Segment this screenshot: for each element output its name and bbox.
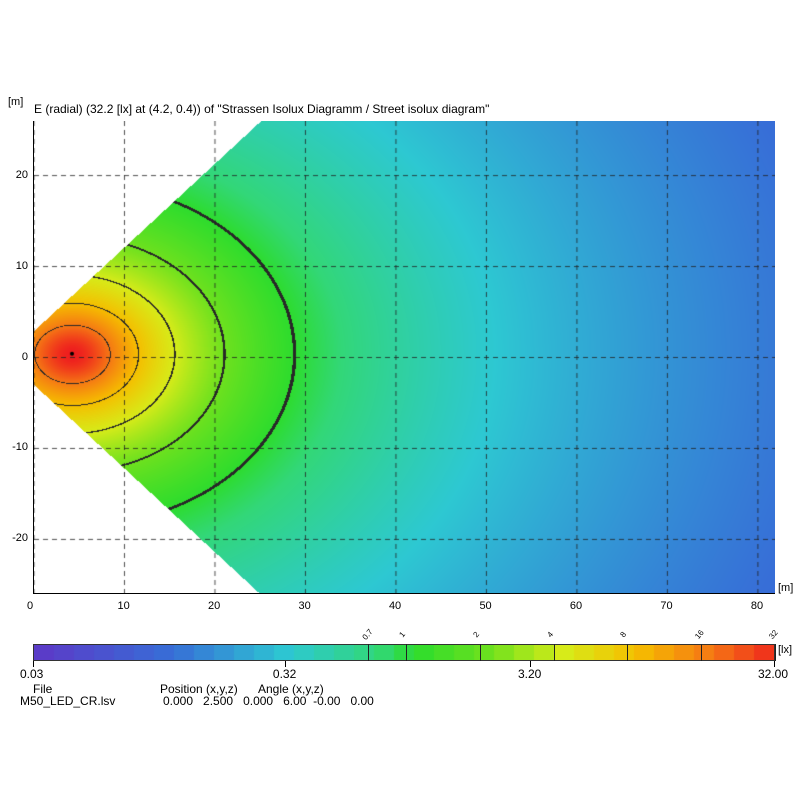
y-tick-label: 20 <box>15 168 28 181</box>
y-tick-label: 10 <box>15 259 28 272</box>
colorbar-contour-mark <box>406 644 408 661</box>
y-axis-unit: [m] <box>8 96 24 108</box>
chart-title: E (radial) (32.2 [lx] at (4.2, 0.4)) of … <box>34 102 490 116</box>
x-tick-label: 70 <box>660 600 673 612</box>
x-tick-label: 80 <box>750 600 764 612</box>
x-tick-label: 10 <box>117 600 130 612</box>
colorbar-label: 3.20 <box>517 667 542 681</box>
file-label: File <box>33 682 53 696</box>
position-label: Position (x,y,z) <box>160 682 238 696</box>
colorbar <box>33 644 775 661</box>
position-angle-values: 0.000 2.500 0.000 6.00 -0.00 0.00 <box>163 694 374 708</box>
colorbar-mark-label: 16 <box>693 628 706 641</box>
colorbar-gradient <box>34 645 774 660</box>
colorbar-label: 32.00 <box>758 667 789 681</box>
colorbar-contour-mark <box>553 644 555 661</box>
colorbar-label: 0.32 <box>272 667 297 681</box>
colorbar-tick <box>774 661 775 667</box>
angle-label: Angle (x,y,z) <box>258 682 324 696</box>
x-axis-unit: [m] <box>778 582 794 594</box>
colorbar-contour-mark <box>479 644 481 661</box>
colorbar-mark-label: 32 <box>767 628 780 641</box>
isolux-heatmap <box>34 121 775 593</box>
colorbar-contour-mark <box>775 644 776 661</box>
colorbar-tick <box>33 661 34 667</box>
x-tick-label: 20 <box>207 600 221 612</box>
colorbar-mark-label: 4 <box>545 629 555 640</box>
plot-area <box>33 121 775 594</box>
colorbar-label: 0.03 <box>20 667 44 681</box>
colorbar-mark-label: 1 <box>397 629 408 640</box>
x-tick-label: 30 <box>298 600 311 612</box>
y-tick-label: -10 <box>12 441 28 454</box>
colorbar-tick <box>529 661 531 667</box>
file-value: M50_LED_CR.lsv <box>20 694 116 708</box>
colorbar-contour-mark <box>627 644 629 661</box>
colorbar-mark-label: 0.7 <box>360 627 375 642</box>
colorbar-contour-mark <box>701 644 703 661</box>
x-tick-label: 60 <box>569 600 583 612</box>
x-tick-label: 50 <box>479 600 492 612</box>
x-tick-label: 0 <box>27 600 34 612</box>
colorbar-contour-mark <box>368 644 370 661</box>
colorbar-tick <box>284 661 286 667</box>
x-tick-label: 40 <box>388 600 402 612</box>
colorbar-unit: [lx] <box>778 644 793 656</box>
colorbar-mark-label: 2 <box>471 629 482 640</box>
y-tick-label: -20 <box>12 532 28 545</box>
y-tick-label: 0 <box>21 350 28 363</box>
colorbar-mark-label: 8 <box>618 629 629 640</box>
